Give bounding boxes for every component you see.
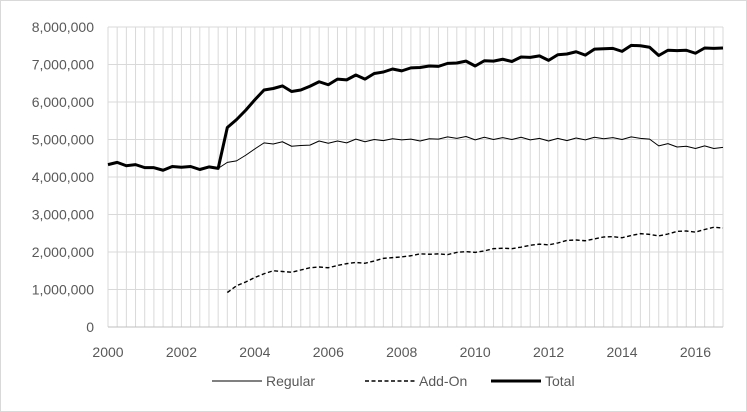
legend-label-total: Total [545,373,575,389]
x-tick-label: 2002 [166,344,197,360]
y-tick-label: 7,000,000 [32,57,94,73]
y-tick-label: 6,000,000 [32,94,94,110]
legend: Regular Add-On Total [212,373,575,389]
series-line-add-on [226,226,724,294]
y-tick-label: 1,000,000 [32,282,94,298]
x-tick-label: 2010 [460,344,491,360]
y-tick-label: 5,000,000 [32,132,94,148]
x-tick-label: 2012 [533,344,564,360]
x-tick-label: 2014 [606,344,637,360]
legend-label-add-on: Add-On [419,373,467,389]
gridlines [107,26,724,328]
axes: 0 1,000,000 2,000,000 3,000,000 4,000,000 5,0… [32,19,723,360]
x-tick-label: 2016 [680,344,711,360]
y-tick-label: 4,000,000 [32,169,94,185]
x-tick-label: 2004 [239,344,270,360]
legend-label-regular: Regular [266,373,315,389]
x-tick-label: 2006 [313,344,344,360]
y-tick-label: 8,000,000 [32,19,94,35]
x-tick-label: 2008 [386,344,417,360]
x-tick-label: 2000 [92,344,123,360]
series-lines [107,43,724,294]
series-line-total [107,43,724,172]
y-tick-label: 2,000,000 [32,244,94,260]
y-tick-label: 0 [86,319,94,335]
y-tick-label: 3,000,000 [32,207,94,223]
